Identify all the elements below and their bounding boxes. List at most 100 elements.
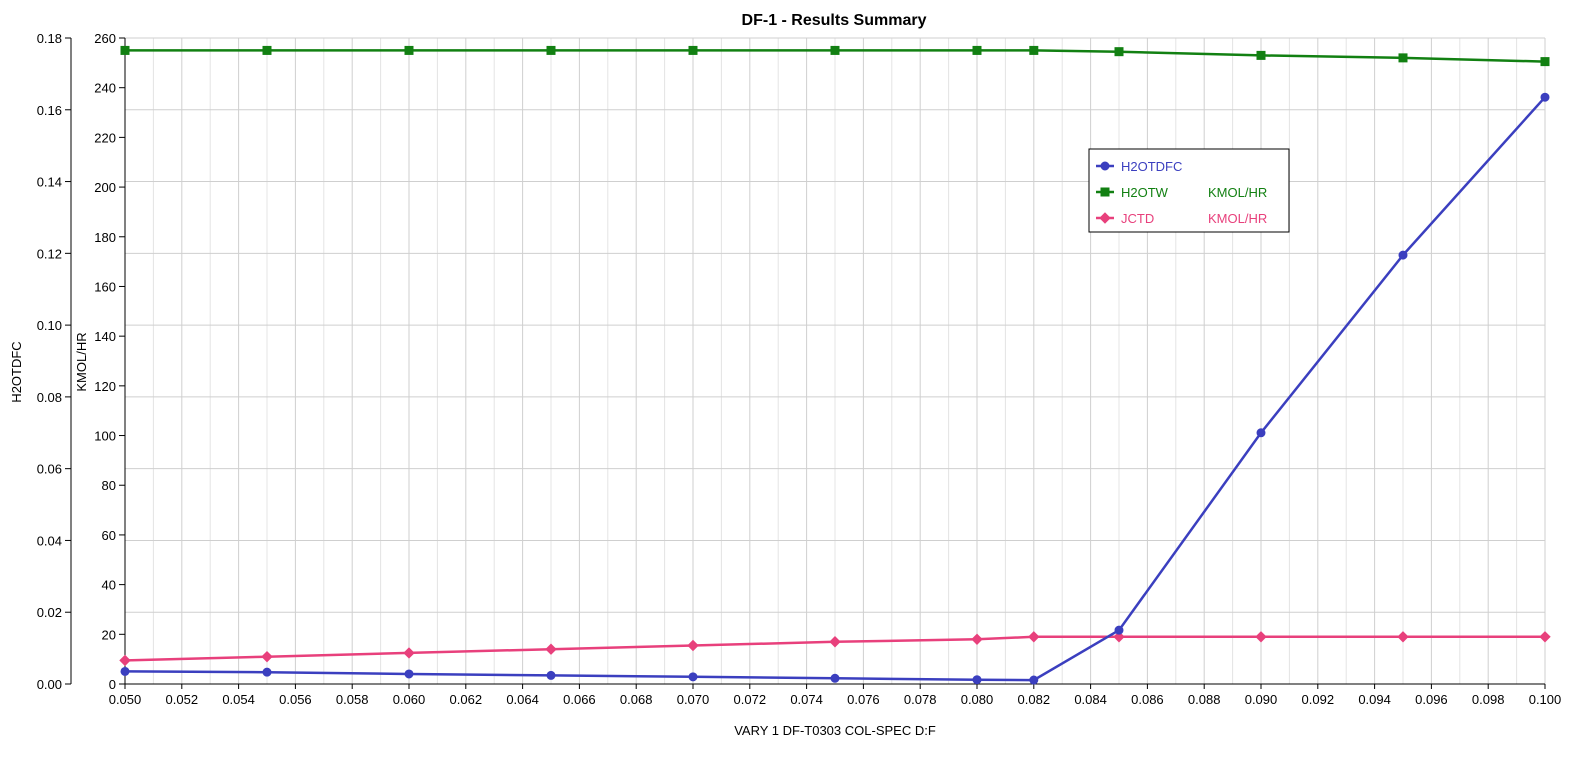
data-point-h2otdfc	[404, 669, 414, 679]
y-right-tick-label: 220	[94, 130, 116, 145]
x-tick-label: 0.060	[393, 692, 426, 707]
data-point-h2otw	[546, 45, 556, 55]
data-point-h2otdfc	[120, 666, 130, 676]
data-point-h2otdfc	[1540, 92, 1550, 102]
y-right-tick-label: 160	[94, 279, 116, 294]
y-left-tick-label: 0.12	[37, 246, 62, 261]
data-point-h2otw	[830, 45, 840, 55]
data-point-h2otw	[262, 45, 272, 55]
y-right-tick-label: 100	[94, 429, 116, 444]
x-tick-label: 0.062	[450, 692, 483, 707]
x-tick-label: 0.086	[1131, 692, 1164, 707]
data-point-h2otw	[1256, 50, 1266, 60]
data-point-jctd	[119, 654, 131, 667]
data-point-jctd	[1397, 631, 1409, 643]
x-tick-label: 0.070	[677, 692, 710, 707]
data-point-h2otw	[1398, 53, 1408, 63]
y-left-tick-label: 0.16	[37, 103, 62, 118]
data-point-h2otdfc	[1114, 625, 1124, 635]
axes: 0.050 0.052 0.054 0.056 0.058 0.060 0.062 0.064…	[37, 31, 1562, 707]
x-tick-label: 0.054	[222, 692, 255, 707]
data-point-h2otdfc	[1029, 675, 1039, 685]
y-right-tick-label: 260	[94, 31, 116, 46]
y-right-tick-label: 140	[94, 329, 116, 344]
data-point-h2otdfc	[972, 675, 982, 685]
data-point-jctd	[545, 643, 557, 655]
legend-marker-jctd	[1099, 212, 1111, 224]
data-point-h2otw	[688, 45, 698, 55]
x-tick-label: 0.066	[563, 692, 596, 707]
data-point-jctd	[1113, 631, 1125, 643]
y-left-tick-label: 0.10	[37, 318, 62, 333]
x-tick-label: 0.076	[847, 692, 880, 707]
data-point-h2otdfc	[688, 672, 698, 682]
data-point-jctd	[1539, 631, 1551, 643]
y-left-tick-label: 0.08	[37, 390, 62, 405]
y-right-tick-label: 120	[94, 379, 116, 394]
data-point-jctd	[971, 633, 983, 645]
x-tick-label: 0.084	[1074, 692, 1107, 707]
y-left-tick-label: 0.00	[37, 677, 62, 692]
chart-title: DF-1 - Results Summary	[742, 12, 927, 29]
y-right-tick-label: 0	[109, 677, 116, 692]
data-point-jctd	[1028, 631, 1040, 643]
legend-marker-h2otdfc	[1100, 161, 1110, 171]
x-tick-label: 0.094	[1358, 692, 1391, 707]
y-left-axis-title: H2OTDFC	[9, 341, 24, 402]
y-right-tick-label: 80	[102, 478, 116, 493]
data-point-h2otw	[120, 45, 130, 55]
series-line-h2otw	[125, 49, 1546, 63]
data-point-h2otdfc	[830, 673, 840, 683]
legend: H2OTDFC H2OTW KMOL/HR JCTD KMOL/HR	[1088, 148, 1290, 233]
data-point-jctd	[403, 647, 415, 659]
data-point-h2otdfc	[546, 670, 556, 680]
data-point-jctd	[261, 650, 273, 663]
data-point-jctd	[687, 639, 699, 652]
data-point-h2otw	[1540, 57, 1550, 67]
data-point-h2otw	[972, 45, 982, 55]
legend-box	[1088, 148, 1290, 233]
y-right-axis-title: KMOL/HR	[74, 332, 89, 391]
data-point-h2otdfc	[262, 667, 272, 677]
series-h2otdfc	[120, 92, 1550, 685]
x-tick-label: 0.052	[166, 692, 199, 707]
data-point-h2otdfc	[1398, 250, 1408, 260]
y-right-tick-label: 60	[102, 528, 116, 543]
legend-marker-h2otw	[1100, 187, 1110, 197]
y-left-tick-label: 0.02	[37, 605, 62, 620]
y-left-tick-label: 0.14	[37, 175, 62, 190]
y-left-tick-label: 0.18	[37, 31, 62, 46]
y-left-tick-label: 0.04	[37, 533, 62, 548]
y-right-tick-label: 240	[94, 81, 116, 96]
series-line-h2otdfc	[124, 96, 1546, 682]
x-tick-label: 0.096	[1415, 692, 1448, 707]
data-point-jctd	[829, 636, 841, 648]
x-tick-label: 0.092	[1302, 692, 1335, 707]
x-axis-title: VARY 1 DF-T0303 COL-SPEC D:F	[734, 723, 936, 738]
legend-label-h2otdfc: H2OTDFC	[1121, 159, 1182, 174]
x-tick-label: 0.088	[1188, 692, 1221, 707]
x-tick-label: 0.100	[1529, 692, 1562, 707]
series-jctd	[119, 631, 1551, 667]
x-tick-label: 0.082	[1018, 692, 1051, 707]
legend-label-jctd: JCTD	[1121, 211, 1154, 226]
data-point-jctd	[1255, 631, 1267, 643]
x-tick-label: 0.090	[1245, 692, 1278, 707]
x-tick-label: 0.056	[279, 692, 312, 707]
x-tick-label: 0.058	[336, 692, 369, 707]
y-right-tick-label: 200	[94, 180, 116, 195]
y-right-tick-label: 180	[94, 230, 116, 245]
legend-unit-h2otw: KMOL/HR	[1208, 185, 1267, 200]
series-h2otw	[120, 45, 1550, 67]
x-tick-label: 0.074	[790, 692, 823, 707]
legend-unit-jctd: KMOL/HR	[1208, 211, 1267, 226]
grid	[124, 37, 1546, 685]
x-tick-label: 0.098	[1472, 692, 1505, 707]
x-tick-label: 0.080	[961, 692, 994, 707]
x-tick-label: 0.068	[620, 692, 653, 707]
y-left-tick-label: 0.06	[37, 462, 62, 477]
series-group	[119, 45, 1551, 685]
legend-label-h2otw: H2OTW	[1121, 185, 1169, 200]
